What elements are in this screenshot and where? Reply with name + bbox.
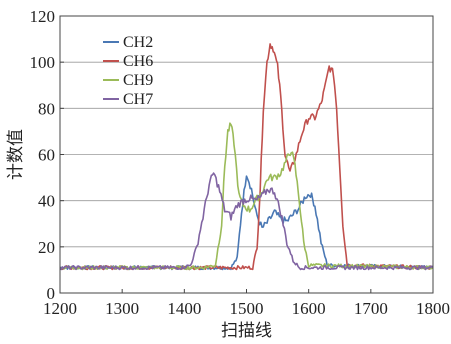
x-tick-label: 1300 (105, 299, 139, 318)
ticks-layer: 0 20 40 60 80 100 120 1200 1300 1400 1500 1600 1700 1… (30, 7, 451, 318)
x-axis-title: 扫描线 (221, 321, 272, 341)
y-tick-label: 80 (38, 99, 55, 118)
x-tick-label: 1500 (230, 299, 264, 318)
y-tick-label: 20 (38, 238, 55, 257)
y-tick-label: 100 (30, 53, 56, 72)
series-line-ch6 (59, 43, 434, 271)
x-tick-label: 1800 (416, 299, 450, 318)
series-line-ch7 (59, 172, 434, 271)
y-axis-title: 计数值 (6, 129, 26, 180)
x-tick-label: 1400 (167, 299, 201, 318)
x-tick-label: 1200 (43, 299, 77, 318)
series-line-ch2 (59, 175, 434, 271)
y-tick-label: 60 (38, 146, 55, 165)
y-tick-label: 40 (38, 192, 55, 211)
y-tick-label: 0 (47, 284, 56, 303)
legend-label-ch9: CH9 (123, 72, 153, 89)
y-tick-label: 120 (30, 7, 56, 26)
grid-layer (60, 61, 433, 248)
legend: CH2 CH6 CH9 CH7 (103, 34, 153, 108)
x-tick-label: 1600 (292, 299, 326, 318)
series-line-ch9 (59, 122, 434, 271)
x-tick-label: 1700 (354, 299, 388, 318)
legend-label-ch6: CH6 (123, 53, 153, 70)
series-layer (59, 43, 434, 271)
legend-label-ch7: CH7 (123, 91, 153, 108)
legend-label-ch2: CH2 (123, 34, 153, 51)
